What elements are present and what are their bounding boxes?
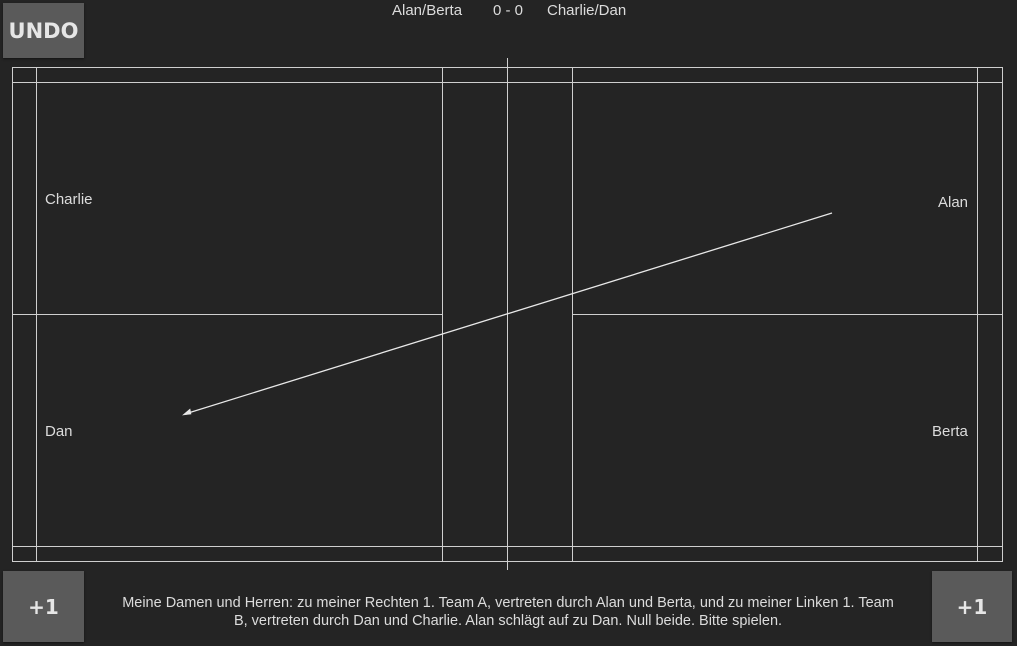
undo-button[interactable]: UNDO bbox=[3, 3, 84, 58]
announcement-text: Meine Damen und Herren: zu meiner Rechte… bbox=[122, 595, 894, 629]
score-display: 0 - 0 bbox=[493, 2, 524, 19]
player-top-right: Alan bbox=[938, 194, 969, 211]
serve-arrow bbox=[182, 212, 833, 416]
team-a-label: Alan/Berta bbox=[392, 2, 463, 19]
player-bottom-right: Berta bbox=[932, 423, 968, 440]
player-bottom-left: Dan bbox=[45, 423, 73, 440]
left-team-plus-one-button[interactable]: +1 bbox=[3, 571, 84, 642]
right-team-plus-one-button[interactable]: +1 bbox=[932, 571, 1012, 642]
team-b-label: Charlie/Dan bbox=[547, 2, 627, 19]
player-top-left: Charlie bbox=[45, 191, 93, 208]
